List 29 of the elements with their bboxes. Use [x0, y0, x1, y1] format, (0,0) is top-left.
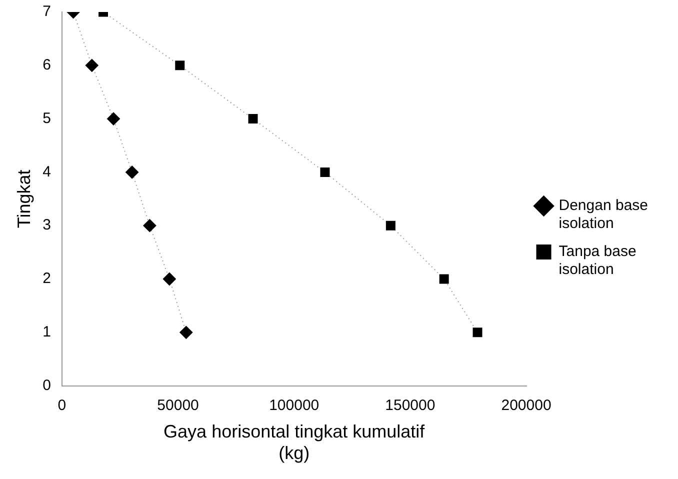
legend-label: Dengan base isolation [558, 197, 648, 232]
point [320, 167, 330, 177]
x-tick-label: 150000 [385, 396, 436, 414]
x-tick-label: 200000 [501, 396, 552, 414]
y-tick-label: 7 [42, 3, 51, 20]
point [143, 219, 156, 232]
y-tick-label: 6 [42, 56, 51, 74]
point [162, 272, 176, 286]
point [106, 112, 120, 126]
point [386, 220, 396, 230]
y-tick-label: 3 [42, 216, 51, 234]
y-tick-label: 2 [42, 270, 51, 288]
x-tick-label: 50000 [157, 396, 199, 414]
y-axis-title: Tingkat [14, 170, 34, 228]
y-tick-label: 1 [42, 324, 51, 341]
point [85, 58, 98, 72]
y-tick-label: 0 [42, 376, 51, 394]
x-axis-title: Gaya horisontal tingkat kumulatif (kg) [164, 422, 426, 464]
point [126, 166, 139, 179]
point [439, 274, 449, 284]
legend-label: Tanpa base isolation [558, 243, 636, 278]
point [472, 328, 482, 338]
y-tick-label: 4 [42, 163, 51, 180]
x-tick-label: 100000 [269, 396, 320, 414]
x-tick-label: 0 [58, 396, 66, 414]
point [175, 60, 185, 70]
point [180, 326, 193, 339]
point [248, 114, 258, 124]
y-tick-label: 5 [42, 110, 51, 127]
